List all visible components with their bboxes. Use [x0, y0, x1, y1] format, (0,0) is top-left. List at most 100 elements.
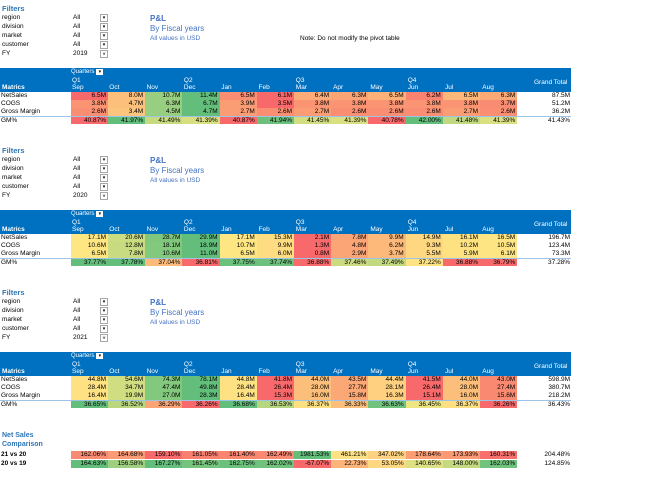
pivot-cell[interactable]: 7.8M — [331, 234, 369, 242]
pivot-cell[interactable]: 37.74% — [256, 259, 295, 266]
pivot-cell[interactable]: 0.8M — [294, 250, 332, 258]
comparison-cell[interactable]: 164.63% — [70, 460, 108, 468]
pivot-cell[interactable]: 10.5M — [480, 242, 518, 250]
comparison-cell[interactable]: 164.68% — [108, 451, 146, 459]
pivot-cell[interactable]: 27.7M — [331, 384, 369, 392]
pivot-cell[interactable]: 8.0M — [108, 92, 146, 100]
pivot-cell[interactable]: 9.3M — [405, 242, 443, 250]
pivot-cell[interactable]: 36.26% — [480, 401, 518, 408]
pivot-cell[interactable]: 41.8M — [256, 376, 295, 384]
pivot-cell[interactable]: 28.1M — [368, 384, 406, 392]
comparison-cell[interactable]: 159.10% — [145, 451, 183, 459]
pivot-cell[interactable]: 28.3M — [182, 392, 220, 400]
pivot-cell[interactable]: 26.4M — [256, 384, 295, 392]
pivot-cell[interactable]: 3.8M — [331, 100, 369, 108]
pivot-cell[interactable]: 36.63% — [368, 401, 406, 408]
pivot-cell[interactable]: 3.4M — [108, 108, 146, 116]
pivot-cell[interactable]: 17.1M — [70, 234, 108, 242]
grand-total-cell[interactable]: 51.2M — [552, 100, 571, 107]
pivot-cell[interactable]: 36.29% — [145, 401, 183, 408]
dropdown-arrow-icon[interactable]: ▾ — [96, 69, 104, 75]
dropdown-arrow-icon[interactable]: ▾ — [100, 164, 108, 173]
pivot-cell[interactable]: 34.7M — [108, 384, 146, 392]
pivot-cell[interactable]: 44.0M — [442, 376, 481, 384]
grand-total-cell[interactable]: 73.3M — [552, 250, 571, 257]
quarters-field[interactable]: Quarters ▾ — [71, 69, 111, 76]
comparison-cell[interactable]: 178.64% — [405, 451, 443, 459]
pivot-cell[interactable]: 27.0M — [145, 392, 183, 400]
grand-total-cell[interactable]: 218.2M — [548, 392, 571, 399]
pivot-cell[interactable]: 9.9M — [256, 242, 295, 250]
comparison-cell[interactable]: 461.21% — [331, 451, 369, 459]
grand-total-cell[interactable]: 196.7M — [548, 234, 571, 241]
dropdown-arrow-icon[interactable]: ▾ — [100, 13, 108, 22]
quarters-field[interactable]: Quarters ▾ — [71, 353, 111, 360]
pivot-cell[interactable]: 14.9M — [405, 234, 443, 242]
pivot-cell[interactable]: 2.6M — [256, 108, 295, 116]
comparison-cell[interactable]: 140.65% — [405, 460, 443, 468]
pivot-cell[interactable]: 15.3M — [256, 234, 295, 242]
pivot-cell[interactable]: 10.6M — [145, 250, 183, 258]
pivot-cell[interactable]: 41.39% — [182, 117, 220, 124]
pivot-cell[interactable]: 44.8M — [70, 376, 108, 384]
grand-total-cell[interactable]: 37.28% — [548, 259, 571, 266]
pivot-cell[interactable]: 6.7M — [182, 100, 220, 108]
pivot-cell[interactable]: 3.7M — [368, 250, 406, 258]
pivot-cell[interactable]: 16.3M — [368, 392, 406, 400]
grand-total-cell[interactable]: 123.4M — [548, 242, 571, 249]
pivot-cell[interactable]: 2.6M — [70, 108, 108, 116]
comparison-cell[interactable]: 160.31% — [480, 451, 518, 459]
grand-total-cell[interactable]: 36.43% — [548, 401, 571, 408]
pivot-cell[interactable]: 6.3M — [145, 100, 183, 108]
pivot-cell[interactable]: 40.78% — [368, 117, 406, 124]
pivot-cell[interactable]: 41.48% — [442, 117, 481, 124]
pivot-cell[interactable]: 28.7M — [145, 234, 183, 242]
pivot-cell[interactable]: 29.9M — [182, 234, 220, 242]
pivot-cell[interactable]: 2.6M — [368, 108, 406, 116]
pivot-cell[interactable]: 36.26% — [182, 401, 220, 408]
pivot-cell[interactable]: 16.4M — [70, 392, 108, 400]
pivot-cell[interactable]: 1.3M — [294, 242, 332, 250]
grand-total-cell[interactable]: 380.7M — [548, 384, 571, 391]
pivot-cell[interactable]: 3.5M — [256, 100, 295, 108]
pivot-cell[interactable]: 78.1M — [182, 376, 220, 384]
pivot-cell[interactable]: 15.6M — [480, 392, 518, 400]
pivot-cell[interactable]: 2.6M — [405, 108, 443, 116]
comparison-cell[interactable]: 162.49% — [256, 451, 295, 459]
dropdown-arrow-icon[interactable]: ▾ — [100, 324, 108, 333]
comparison-cell[interactable]: 162.06% — [70, 451, 108, 459]
pivot-cell[interactable]: 16.4M — [219, 392, 257, 400]
pivot-cell[interactable]: 36.53% — [256, 401, 295, 408]
comparison-cell[interactable]: 161.05% — [182, 451, 220, 459]
pivot-cell[interactable]: 2.1M — [294, 234, 332, 242]
pivot-cell[interactable]: 43.5M — [331, 376, 369, 384]
pivot-cell[interactable]: 28.4M — [70, 384, 108, 392]
pivot-cell[interactable]: 2.6M — [331, 108, 369, 116]
dropdown-arrow-icon[interactable]: ▾ — [100, 297, 108, 306]
pivot-cell[interactable]: 16.1M — [442, 234, 481, 242]
quarters-field[interactable]: Quarters ▾ — [71, 211, 111, 218]
dropdown-arrow-icon[interactable]: ▾ — [100, 155, 108, 164]
pivot-cell[interactable]: 40.87% — [219, 117, 257, 124]
pivot-cell[interactable]: 10.2M — [442, 242, 481, 250]
pivot-cell[interactable]: 6.1M — [256, 92, 295, 100]
pivot-cell[interactable]: 5.5M — [405, 250, 443, 258]
grand-total-cell[interactable]: 41.43% — [548, 117, 571, 124]
pivot-cell[interactable]: 42.00% — [405, 117, 443, 124]
pivot-cell[interactable]: 7.8M — [108, 250, 146, 258]
pivot-cell[interactable]: 11.4M — [182, 92, 220, 100]
pivot-cell[interactable]: 6.2M — [368, 242, 406, 250]
pivot-cell[interactable]: 41.39% — [480, 117, 518, 124]
pivot-cell[interactable]: 6.3M — [480, 92, 518, 100]
pivot-cell[interactable]: 37.04% — [145, 259, 183, 266]
pivot-cell[interactable]: 28.0M — [442, 384, 481, 392]
pivot-cell[interactable]: 4.8M — [331, 242, 369, 250]
pivot-cell[interactable]: 54.6M — [108, 376, 146, 384]
pivot-cell[interactable]: 3.8M — [70, 100, 108, 108]
pivot-cell[interactable]: 36.88% — [442, 259, 481, 266]
pivot-cell[interactable]: 27.4M — [480, 384, 518, 392]
pivot-cell[interactable]: 3.8M — [405, 100, 443, 108]
pivot-cell[interactable]: 4.7M — [108, 100, 146, 108]
pivot-cell[interactable]: 6.5M — [442, 92, 481, 100]
filter-applied-icon[interactable]: ⩛ — [100, 191, 108, 200]
